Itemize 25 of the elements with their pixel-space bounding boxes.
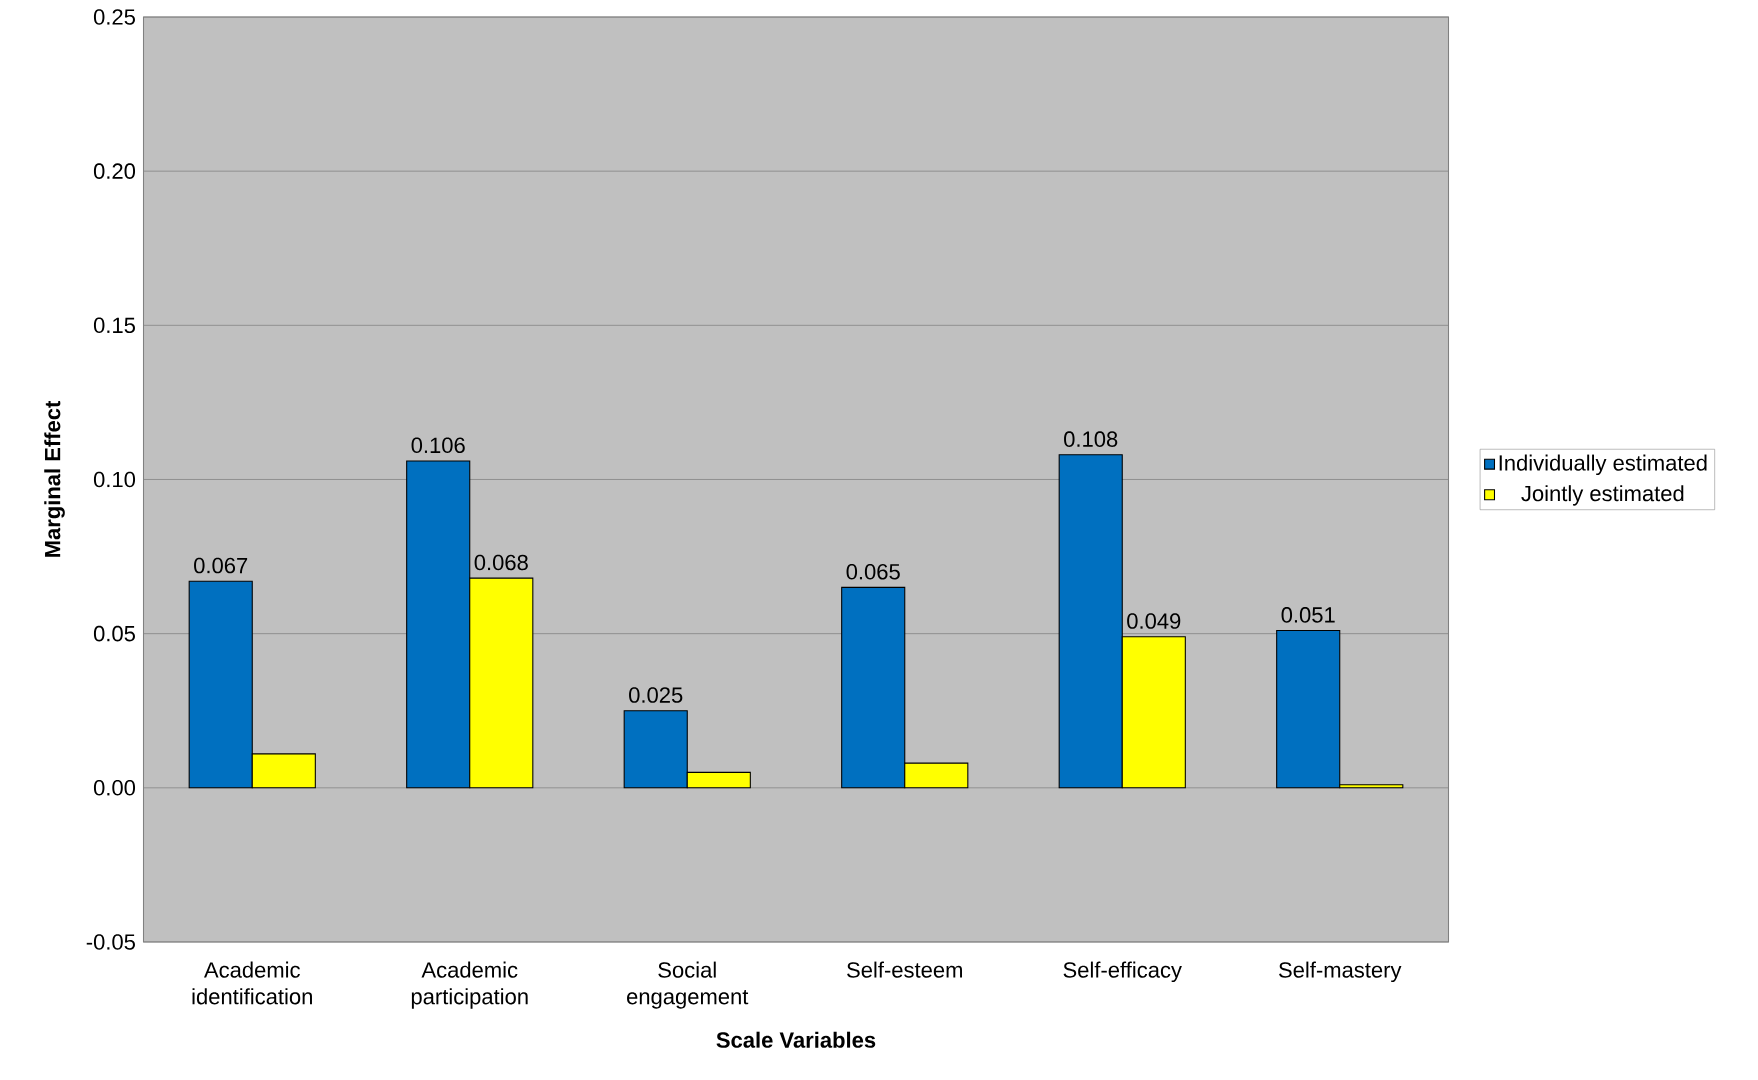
legend-label: Jointly estimated	[1521, 485, 1684, 506]
y-tick-label: 0.15	[93, 317, 135, 334]
legend-label: Individually estimated	[1499, 454, 1707, 476]
y-tick-label: 0.20	[93, 163, 136, 179]
y-tick-label: 0.00	[93, 780, 136, 796]
y-tick-label: 0.25	[93, 9, 135, 25]
data-label: 0.049	[1127, 613, 1181, 629]
x-axis-title: Scale Variables	[716, 1031, 876, 1048]
x-tick-label: Academic participation	[411, 961, 528, 1009]
data-label: 0.051	[1281, 607, 1335, 623]
data-label: 0.025	[629, 687, 683, 703]
x-tick-label: Academic identification	[192, 961, 312, 1005]
x-tick-label: Self-efficacy	[1063, 961, 1182, 983]
y-tick-label: -0.05	[86, 934, 135, 950]
x-tick-label: Self-mastery	[1279, 961, 1402, 983]
data-label: 0.108	[1064, 431, 1118, 447]
x-tick-label: Social engagement	[627, 961, 749, 1009]
y-axis-title: Marginal Effect	[44, 400, 65, 557]
data-label: 0.106	[411, 437, 465, 454]
data-label: 0.065	[846, 563, 900, 580]
x-tick-label: Self-esteem	[847, 961, 962, 978]
data-label: 0.067	[194, 557, 248, 574]
data-label: 0.068	[474, 554, 528, 571]
y-tick-label: 0.05	[93, 625, 135, 642]
y-tick-label: 0.10	[93, 471, 136, 488]
